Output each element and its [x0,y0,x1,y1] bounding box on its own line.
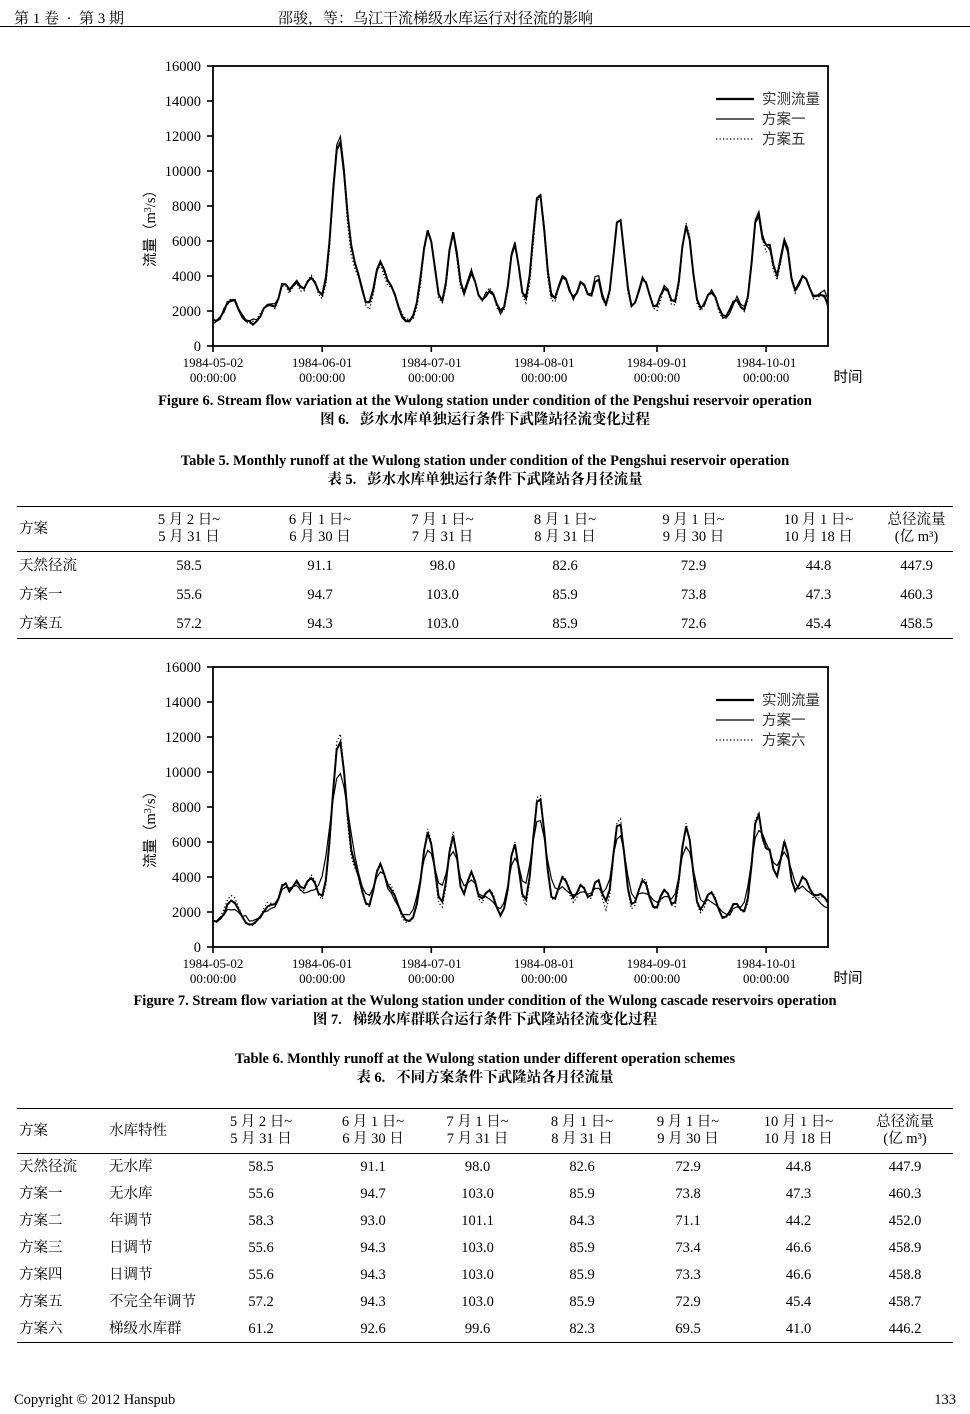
svg-text:实测流量: 实测流量 [762,91,820,108]
svg-text:时间: 时间 [834,970,863,987]
svg-text:1984-07-01: 1984-07-01 [401,956,462,971]
svg-text:16000: 16000 [165,660,201,676]
svg-text:方案六: 方案六 [762,731,806,749]
svg-text:00:00:00: 00:00:00 [190,971,236,986]
svg-text:14000: 14000 [165,695,201,711]
svg-text:12000: 12000 [165,129,201,145]
svg-text:时间: 时间 [834,369,863,386]
svg-text:1984-07-01: 1984-07-01 [401,355,462,370]
svg-text:6000: 6000 [172,234,201,250]
svg-text:00:00:00: 00:00:00 [408,370,454,385]
svg-text:14000: 14000 [165,94,201,110]
svg-text:4000: 4000 [172,269,201,285]
svg-text:00:00:00: 00:00:00 [190,370,236,385]
svg-text:1984-10-01: 1984-10-01 [736,355,797,370]
svg-text:流量（m3/s）: 流量（m3/s） [142,183,159,267]
svg-text:1984-06-01: 1984-06-01 [292,956,353,971]
svg-text:00:00:00: 00:00:00 [521,971,567,986]
svg-text:1984-08-01: 1984-08-01 [514,355,575,370]
svg-text:实测流量: 实测流量 [762,692,820,709]
svg-text:1984-06-01: 1984-06-01 [292,355,353,370]
svg-text:00:00:00: 00:00:00 [634,971,680,986]
svg-text:1984-10-01: 1984-10-01 [736,956,797,971]
svg-text:8000: 8000 [172,199,201,215]
svg-text:0: 0 [194,339,201,355]
svg-text:方案一: 方案一 [762,711,806,729]
svg-text:00:00:00: 00:00:00 [299,370,345,385]
svg-text:1984-05-02: 1984-05-02 [183,956,244,971]
svg-text:16000: 16000 [165,59,201,75]
svg-text:00:00:00: 00:00:00 [634,370,680,385]
svg-text:2000: 2000 [172,905,201,921]
svg-text:00:00:00: 00:00:00 [743,971,789,986]
svg-text:8000: 8000 [172,800,201,816]
svg-text:6000: 6000 [172,835,201,851]
svg-text:00:00:00: 00:00:00 [743,370,789,385]
svg-text:12000: 12000 [165,730,201,746]
svg-text:流量（m3/s）: 流量（m3/s） [142,784,159,868]
svg-text:方案五: 方案五 [762,130,806,148]
svg-text:0: 0 [194,940,201,956]
svg-text:4000: 4000 [172,870,201,886]
svg-text:1984-05-02: 1984-05-02 [183,355,244,370]
svg-text:1984-08-01: 1984-08-01 [514,956,575,971]
svg-text:1984-09-01: 1984-09-01 [627,355,688,370]
svg-text:00:00:00: 00:00:00 [521,370,567,385]
svg-text:00:00:00: 00:00:00 [408,971,454,986]
svg-text:2000: 2000 [172,304,201,320]
svg-text:1984-09-01: 1984-09-01 [627,956,688,971]
svg-text:10000: 10000 [165,164,201,180]
svg-text:00:00:00: 00:00:00 [299,971,345,986]
svg-text:方案一: 方案一 [762,110,806,128]
svg-text:10000: 10000 [165,765,201,781]
